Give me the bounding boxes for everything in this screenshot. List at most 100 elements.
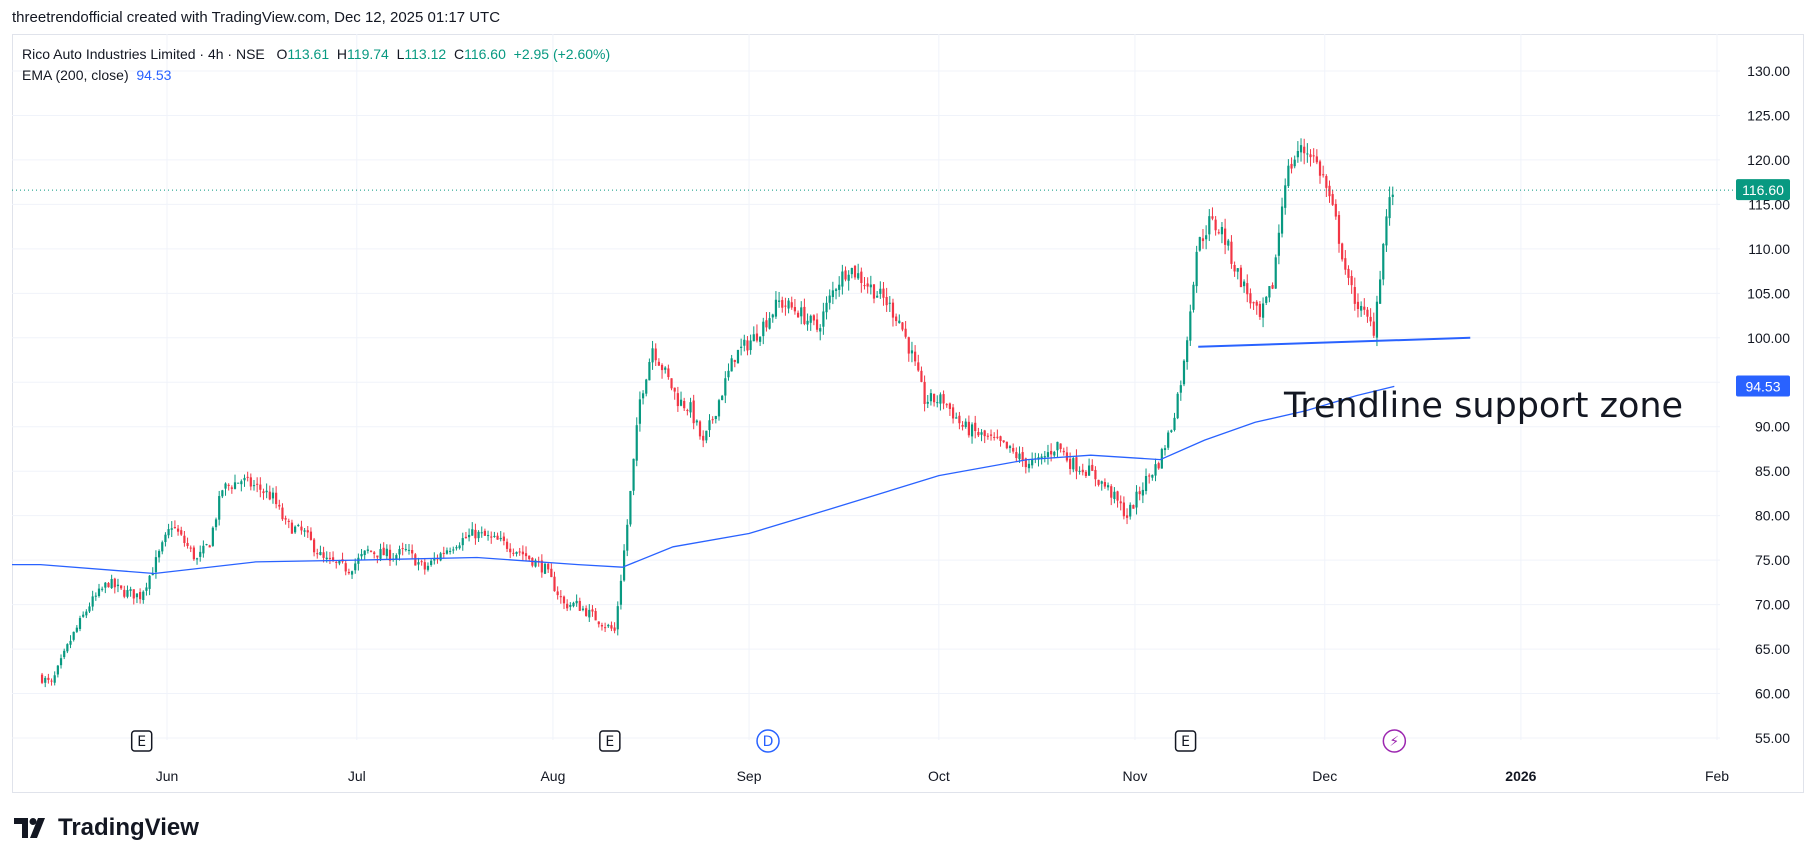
candle-body — [407, 549, 411, 551]
candle-body — [1050, 450, 1053, 455]
candle-body — [955, 417, 958, 419]
candle-body — [502, 536, 505, 541]
candle-body — [512, 552, 515, 554]
candle-body — [297, 525, 300, 527]
candle-body — [543, 563, 547, 574]
candle-body — [240, 481, 243, 485]
candle-body — [1087, 465, 1091, 476]
event-glyph: E — [137, 734, 146, 750]
event-marker-E[interactable]: E — [130, 730, 153, 752]
trendline-support[interactable] — [1198, 336, 1471, 348]
candle-body — [932, 393, 936, 403]
candle-body — [838, 284, 841, 290]
candle-body — [426, 565, 430, 570]
candle-body — [1106, 485, 1110, 488]
candle-body — [414, 554, 417, 566]
candle-body — [730, 358, 733, 372]
y-tick-label: 105.00 — [1747, 285, 1790, 301]
candle-body — [1379, 279, 1382, 304]
candle-body — [771, 314, 774, 318]
candle-body — [657, 361, 660, 366]
candle-body — [461, 538, 464, 546]
ema-badge-bg — [1736, 375, 1790, 397]
candle-body — [1141, 489, 1144, 496]
candle-body — [1242, 281, 1246, 287]
candle-body — [787, 300, 790, 309]
candle-body — [983, 430, 986, 437]
candle-body — [888, 302, 891, 304]
candle-body — [1214, 219, 1217, 231]
candle-body — [303, 530, 306, 532]
candle-body — [1075, 457, 1078, 472]
annotation-text[interactable]: Trendline support zone — [1283, 386, 1683, 426]
candle-body — [249, 477, 252, 487]
candle-body — [999, 436, 1002, 441]
candle-body — [1353, 287, 1356, 304]
event-marker-E[interactable]: E — [1174, 730, 1197, 752]
event-glyph: D — [763, 734, 774, 750]
tradingview-logo[interactable]: TradingView — [14, 814, 199, 842]
candle-body — [123, 589, 126, 597]
event-marker-D[interactable]: D — [756, 729, 780, 753]
candle-body — [926, 401, 929, 404]
symbol-title[interactable]: Rico Auto Industries Limited · 4h · NSE — [22, 46, 265, 62]
candle-body — [252, 485, 256, 487]
candle-body — [129, 589, 132, 591]
candle-body — [534, 560, 537, 567]
high-label: H — [336, 46, 348, 62]
y-tick-label: 80.00 — [1755, 508, 1790, 524]
candle-body — [398, 549, 401, 555]
candle-body — [379, 549, 382, 559]
candle-body — [860, 271, 863, 284]
candle-body — [645, 379, 648, 394]
candle-body — [581, 608, 585, 610]
chart-legend: Rico Auto Industries Limited · 4h · NSE … — [22, 44, 610, 86]
candle-body — [1189, 311, 1192, 341]
candle-body — [796, 312, 800, 318]
candle-body — [1040, 456, 1043, 459]
event-marker-E[interactable]: E — [599, 730, 621, 752]
candle-body — [47, 677, 50, 680]
candle-body — [566, 603, 569, 609]
candle-body — [708, 420, 711, 431]
candle-body — [1201, 238, 1205, 242]
candle-body — [673, 387, 676, 392]
candle-body — [743, 339, 746, 346]
candle-body — [294, 526, 297, 533]
candle-body — [689, 402, 692, 413]
candle-body — [1208, 216, 1211, 235]
candle-body — [1227, 240, 1230, 246]
candle-body — [493, 535, 496, 537]
candle-body — [686, 410, 689, 412]
candle-body — [211, 527, 214, 546]
candle-body — [714, 415, 717, 420]
candle-body — [948, 403, 952, 409]
candle-body — [958, 415, 961, 424]
candle-body — [834, 289, 838, 291]
candle-body — [740, 346, 743, 348]
candle-body — [1170, 430, 1173, 432]
open-label: O — [276, 46, 288, 62]
candle-body — [72, 631, 75, 640]
y-tick-label: 85.00 — [1755, 463, 1790, 479]
ema-line[interactable] — [12, 385, 1395, 575]
indicator-title[interactable]: EMA (200, close) — [22, 67, 129, 83]
candle-body — [866, 283, 869, 287]
candle-body — [275, 492, 278, 505]
y-tick-label: 130.00 — [1747, 63, 1790, 79]
candle-body — [974, 422, 977, 432]
candle-body — [879, 288, 882, 294]
candle-body — [357, 557, 360, 564]
event-marker-⚡[interactable]: ⚡ — [1382, 729, 1407, 753]
tradingview-brand: TradingView — [58, 814, 199, 841]
candle-body — [328, 557, 332, 559]
candle-body — [1268, 286, 1271, 298]
candle-body — [736, 349, 740, 364]
candle-body — [528, 555, 531, 560]
candle-body — [382, 547, 385, 556]
candle-body — [214, 519, 218, 528]
candle-body — [993, 436, 996, 438]
candle-body — [1173, 417, 1176, 431]
dividend-icon — [756, 729, 780, 753]
